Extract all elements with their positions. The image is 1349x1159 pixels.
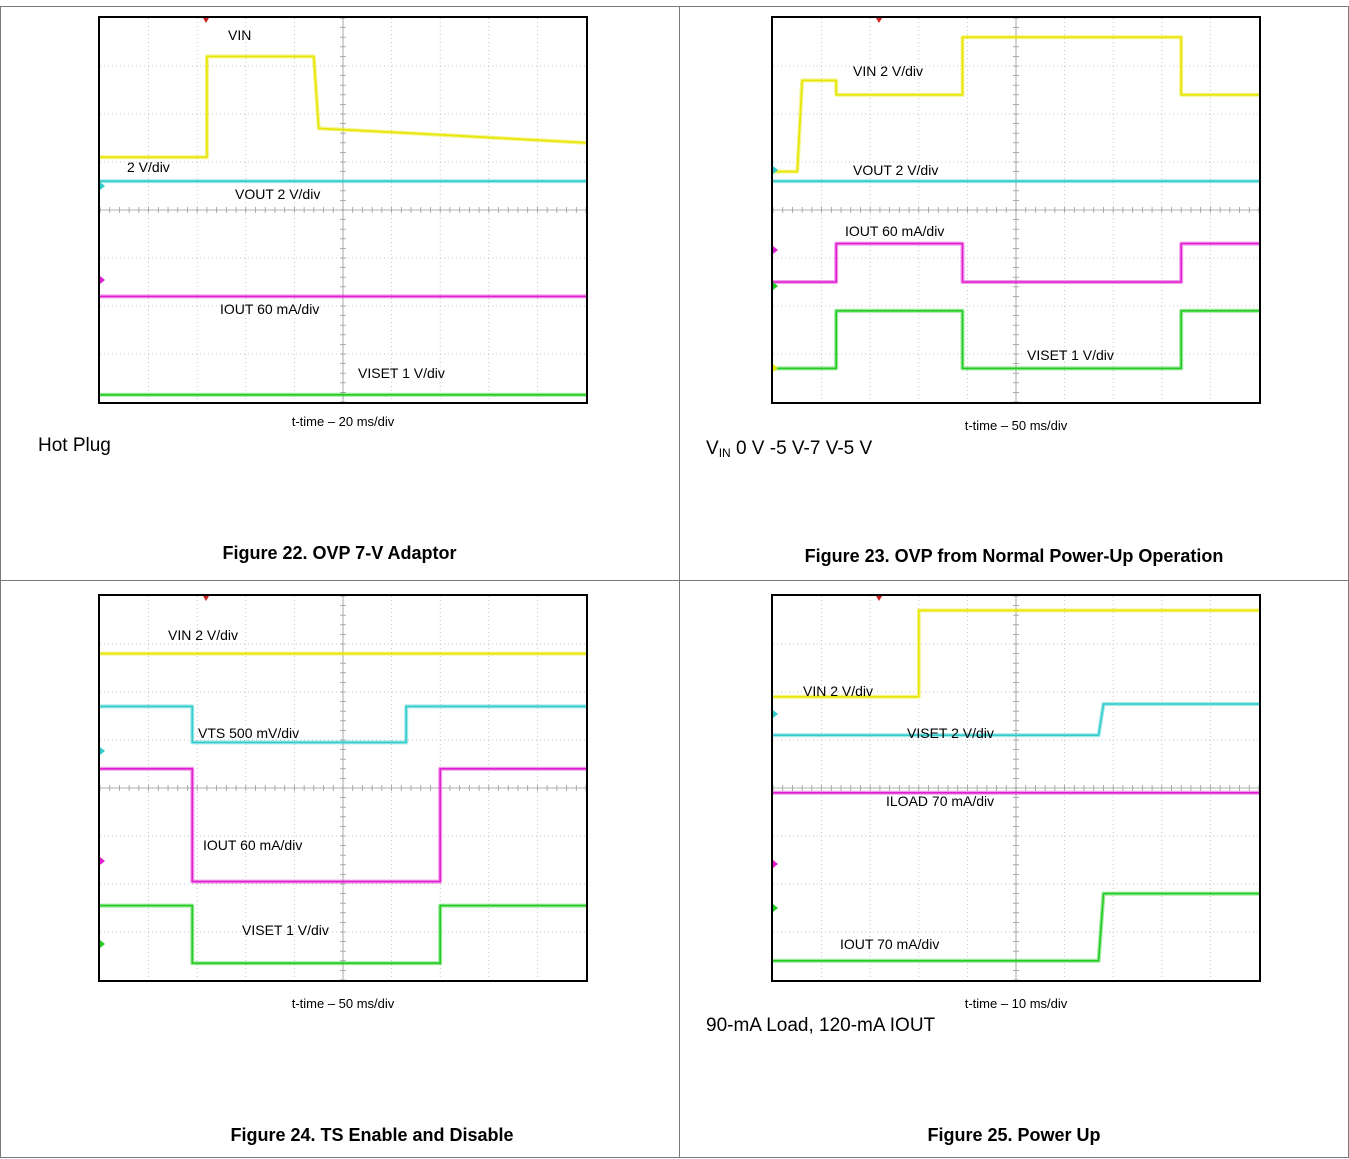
scope-canvas: VIN 2 V/div VTS 500 mV/div IOUT 60 mA/div V… <box>100 596 586 980</box>
channel-label: VIN 2 V/div <box>803 683 873 699</box>
time-axis-label: t-time – 50 ms/div <box>964 418 1068 433</box>
trigger-marker-icon <box>203 596 209 601</box>
figure-caption: Figure 22. OVP 7-V Adaptor <box>222 543 457 563</box>
table-border-middle <box>0 580 1349 581</box>
trace-viset <box>100 904 586 965</box>
channel-marker-icon <box>100 276 105 284</box>
oscilloscope-plot-fig24: VIN 2 V/div VTS 500 mV/div IOUT 60 mA/div V… <box>98 594 588 982</box>
graticule <box>773 18 1259 402</box>
channel-marker-icon <box>773 282 778 290</box>
table-border-left <box>0 6 1 1158</box>
oscilloscope-plot-fig22: VIN 2 V/div VOUT 2 V/div IOUT 60 mA/div VISE… <box>98 16 588 404</box>
trace-iout <box>100 768 586 883</box>
channel-marker-icon <box>100 747 105 755</box>
time-axis-label: t-time – 50 ms/div <box>291 996 395 1011</box>
channel-label: IOUT 60 mA/div <box>203 837 302 853</box>
channel-marker-icon <box>100 857 105 865</box>
trace-vin <box>773 609 1259 698</box>
trace-vin <box>773 36 1259 173</box>
channel-label: IOUT 60 mA/div <box>220 301 319 317</box>
graticule <box>100 18 586 402</box>
channel-label: ILOAD 70 mA/div <box>886 793 994 809</box>
channel-label: VISET 1 V/div <box>1027 347 1114 363</box>
channel-label: VISET 2 V/div <box>907 725 994 741</box>
channel-label: VIN <box>228 27 251 43</box>
trace-iout <box>773 242 1259 283</box>
channel-marker-icon <box>773 166 778 174</box>
graticule <box>773 596 1259 980</box>
channel-label: 2 V/div <box>127 159 170 175</box>
channel-marker-icon <box>773 246 778 254</box>
time-axis-label: t-time – 20 ms/div <box>291 414 395 429</box>
channel-marker-icon <box>773 904 778 912</box>
channel-label: VISET 1 V/div <box>242 922 329 938</box>
trace-iout <box>773 892 1259 962</box>
trace-viset <box>773 703 1259 736</box>
channel-label: IOUT 70 mA/div <box>840 936 939 952</box>
trigger-marker-icon <box>876 596 882 601</box>
time-axis-label: t-time – 10 ms/div <box>964 996 1068 1011</box>
trace-vts <box>100 705 586 744</box>
table-border-top <box>0 6 1349 7</box>
note-rest: 0 V -5 V-7 V-5 V <box>730 438 873 459</box>
figure-note: 90-mA Load, 120-mA IOUT <box>706 1015 936 1036</box>
oscilloscope-plot-fig23: VIN 2 V/div VOUT 2 V/div IOUT 60 mA/div VIS… <box>771 16 1261 404</box>
scope-canvas: VIN 2 V/div VISET 2 V/div ILOAD 70 mA/div I… <box>773 596 1259 980</box>
channel-label: IOUT 60 mA/div <box>845 223 944 239</box>
trigger-marker-icon <box>203 18 209 23</box>
channel-label: VOUT 2 V/div <box>235 186 320 202</box>
figure-caption: Figure 24. TS Enable and Disable <box>230 1125 514 1145</box>
trigger-marker-icon <box>876 18 882 23</box>
note-main: V <box>706 438 719 459</box>
figure-note: Hot Plug <box>38 435 111 456</box>
trace-viset <box>773 309 1259 370</box>
note-subscript: IN <box>718 446 731 460</box>
table-border-center <box>679 6 680 1158</box>
oscilloscope-plot-fig25: VIN 2 V/div VISET 2 V/div ILOAD 70 mA/div I… <box>771 594 1261 982</box>
channel-marker-icon <box>100 940 105 948</box>
table-border-bottom <box>0 1157 1349 1158</box>
scope-canvas: VIN 2 V/div VOUT 2 V/div IOUT 60 mA/div VIS… <box>773 18 1259 402</box>
channel-marker-icon <box>773 710 778 718</box>
figure-caption: Figure 25. Power Up <box>927 1125 1101 1145</box>
channel-marker-icon <box>773 364 778 372</box>
figure-caption: Figure 23. OVP from Normal Power-Up Oper… <box>804 546 1224 566</box>
channel-label: VOUT 2 V/div <box>853 162 938 178</box>
figure-note: VIN 0 V -5 V-7 V-5 V <box>706 438 872 460</box>
channel-label: VTS 500 mV/div <box>198 725 299 741</box>
channel-marker-icon <box>100 182 105 190</box>
channel-label: VIN 2 V/div <box>168 627 238 643</box>
channel-marker-icon <box>773 860 778 868</box>
channel-label: VIN 2 V/div <box>853 63 923 79</box>
trace-vin <box>100 55 586 158</box>
scope-canvas: VIN 2 V/div VOUT 2 V/div IOUT 60 mA/div VISE… <box>100 18 586 402</box>
channel-label: VISET 1 V/div <box>358 365 445 381</box>
